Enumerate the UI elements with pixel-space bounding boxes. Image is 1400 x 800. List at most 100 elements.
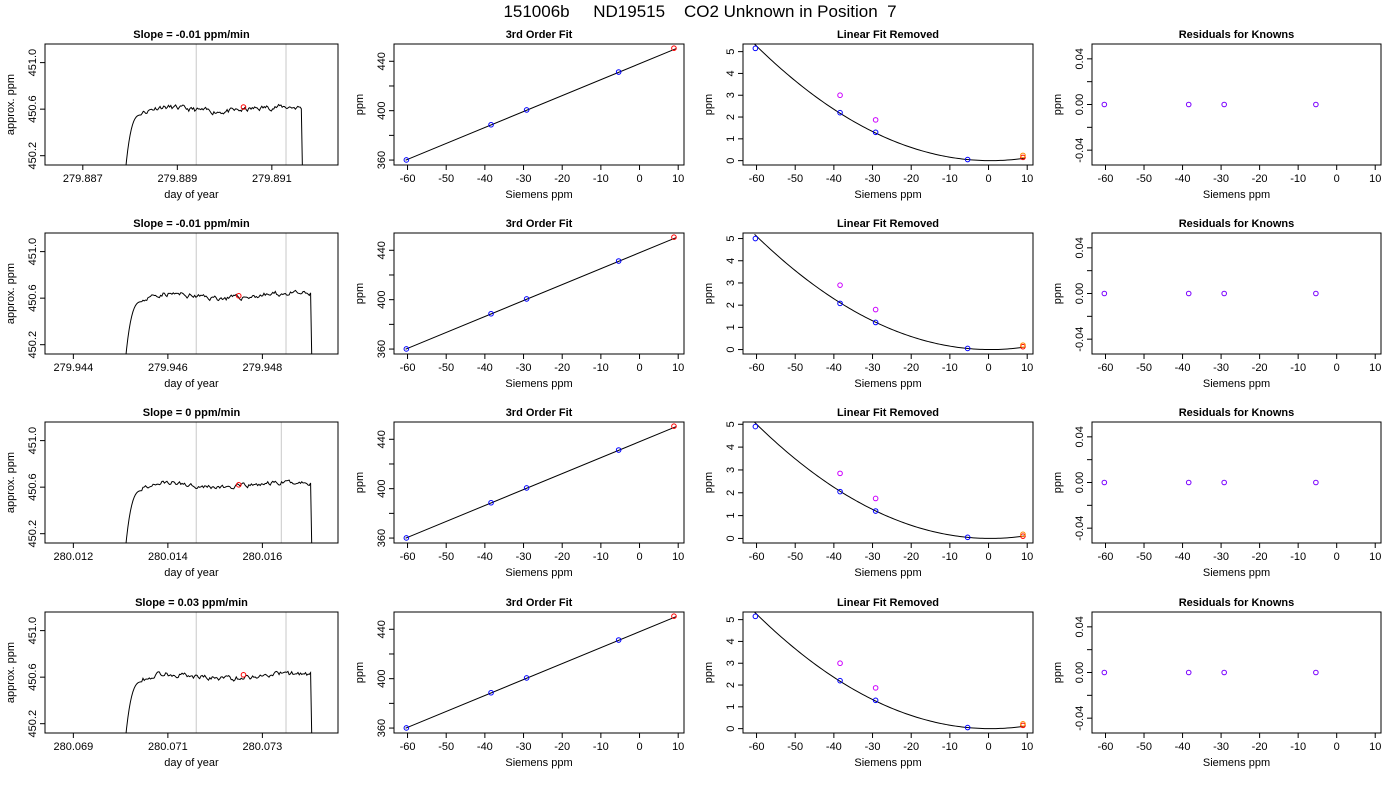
panel-fit-row2: 3rd Order Fit Siemens ppm ppm -60 -50 -40 -30 -… bbox=[354, 218, 685, 390]
x-tick-label: 10 bbox=[672, 741, 684, 753]
x-tick-label: -60 bbox=[1098, 741, 1114, 753]
y-tick-label: 0.04 bbox=[1074, 616, 1086, 637]
plot-area bbox=[125, 612, 313, 733]
y-tick-label: 451.0 bbox=[27, 238, 39, 266]
residual-point bbox=[1313, 290, 1319, 297]
standard-point bbox=[752, 613, 759, 620]
panel-title: Linear Fit Removed bbox=[837, 218, 939, 230]
y-axis-label: approx. ppm bbox=[5, 263, 17, 324]
residual-point bbox=[1101, 669, 1108, 676]
residual-point bbox=[1101, 290, 1108, 297]
x-tick-label: -10 bbox=[942, 741, 958, 753]
y-tick-label: 4 bbox=[725, 638, 737, 644]
x-tick-label: -10 bbox=[1290, 551, 1306, 563]
residual-point bbox=[1221, 479, 1227, 486]
panel-fit-row1: 3rd Order Fit Siemens ppm ppm -60 -50 -40 -30 -… bbox=[354, 29, 685, 201]
residual-point bbox=[1313, 669, 1319, 676]
standard-point bbox=[488, 499, 494, 506]
y-axis-label: approx. ppm bbox=[5, 642, 17, 703]
y-axis-label: ppm bbox=[703, 662, 715, 683]
y-tick-label: 2 bbox=[725, 114, 737, 120]
y-axis-label: ppm bbox=[703, 283, 715, 304]
x-tick-label: -40 bbox=[477, 741, 493, 753]
concentration-trace bbox=[125, 479, 313, 543]
mean-marker bbox=[240, 672, 247, 678]
plot-frame bbox=[742, 611, 1034, 734]
plot-area bbox=[1101, 290, 1319, 297]
y-tick-label: 3 bbox=[725, 92, 737, 98]
panel-title: Slope = -0.01 ppm/min bbox=[133, 218, 250, 230]
plot-frame bbox=[742, 421, 1034, 544]
x-axis-label: Siemens ppm bbox=[854, 567, 921, 579]
y-tick-label: 5 bbox=[725, 235, 737, 241]
plot-area bbox=[1101, 101, 1319, 108]
plot-frame bbox=[44, 232, 339, 355]
removed-point bbox=[872, 685, 879, 691]
y-tick-label: 3 bbox=[725, 280, 737, 286]
x-tick-label: 0 bbox=[1334, 551, 1340, 563]
x-tick-label: -60 bbox=[1098, 362, 1114, 374]
fit-curve bbox=[754, 44, 1026, 162]
plot-area bbox=[752, 612, 1026, 731]
x-tick-label: 0 bbox=[1334, 741, 1340, 753]
standard-point bbox=[964, 345, 971, 352]
x-tick-label: 0 bbox=[985, 362, 991, 374]
y-tick-label: 360 bbox=[376, 529, 388, 547]
standard-point bbox=[964, 156, 971, 163]
y-tick-label: 440 bbox=[376, 241, 388, 259]
x-tick-label: -50 bbox=[1136, 362, 1152, 374]
x-tick-label: -20 bbox=[1252, 173, 1268, 185]
panel-title: Slope = -0.01 ppm/min bbox=[133, 29, 250, 41]
panel-trace-row2: Slope = -0.01 ppm/min day of year approx. … bbox=[5, 218, 339, 390]
x-tick-label: -30 bbox=[516, 551, 532, 563]
x-tick-label: 10 bbox=[1369, 362, 1381, 374]
x-tick-label: -20 bbox=[554, 173, 570, 185]
y-tick-label: 450.6 bbox=[27, 473, 39, 501]
x-tick-label: 10 bbox=[1021, 362, 1033, 374]
unknown-point bbox=[1020, 342, 1026, 348]
x-tick-label: 10 bbox=[1021, 173, 1033, 185]
y-axis-label: ppm bbox=[1052, 283, 1064, 304]
x-tick-label: -20 bbox=[903, 551, 919, 563]
y-tick-label: 2 bbox=[725, 302, 737, 308]
x-tick-label: -60 bbox=[749, 741, 765, 753]
x-tick-label: 10 bbox=[1021, 741, 1033, 753]
x-tick-label: -50 bbox=[1136, 741, 1152, 753]
x-axis-label: Siemens ppm bbox=[854, 189, 921, 201]
panel-trace-row3: Slope = 0 ppm/min day of year approx. ppm 2… bbox=[5, 407, 339, 579]
panel-title: 3rd Order Fit bbox=[506, 407, 573, 419]
standard-point bbox=[872, 129, 879, 136]
x-tick-label: 0 bbox=[636, 741, 642, 753]
y-tick-label: 4 bbox=[725, 444, 737, 450]
x-tick-label: 279.887 bbox=[63, 173, 103, 185]
x-tick-label: -10 bbox=[593, 173, 609, 185]
x-tick-label: -40 bbox=[1175, 362, 1191, 374]
x-tick-label: 10 bbox=[1021, 551, 1033, 563]
x-axis-label: Siemens ppm bbox=[505, 189, 572, 201]
y-tick-label: 1 bbox=[725, 704, 737, 710]
residual-point bbox=[1313, 101, 1319, 108]
panel-linear-row3: Linear Fit Removed Siemens ppm ppm -60 -50 -4… bbox=[703, 407, 1034, 579]
panel-title: Linear Fit Removed bbox=[837, 597, 939, 609]
unknown-point bbox=[671, 423, 677, 429]
unknown-point bbox=[671, 45, 677, 51]
standard-point bbox=[837, 677, 843, 684]
x-tick-label: -50 bbox=[787, 362, 803, 374]
x-tick-label: -30 bbox=[1213, 173, 1229, 185]
plot-frame bbox=[44, 43, 339, 166]
y-tick-label: 360 bbox=[376, 151, 388, 169]
plot-frame bbox=[393, 421, 685, 544]
fit-line bbox=[405, 237, 677, 350]
panel-title: Linear Fit Removed bbox=[837, 407, 939, 419]
fit-line bbox=[405, 426, 677, 539]
fit-curve bbox=[754, 422, 1026, 539]
plot-frame bbox=[1091, 232, 1382, 355]
concentration-trace bbox=[125, 670, 313, 733]
panel-title: 3rd Order Fit bbox=[506, 29, 573, 41]
x-tick-label: 0 bbox=[1334, 173, 1340, 185]
x-tick-label: -40 bbox=[826, 173, 842, 185]
y-tick-label: 360 bbox=[376, 340, 388, 358]
x-tick-label: -50 bbox=[1136, 173, 1152, 185]
standard-point bbox=[837, 488, 843, 495]
y-tick-label: 0 bbox=[725, 346, 737, 352]
